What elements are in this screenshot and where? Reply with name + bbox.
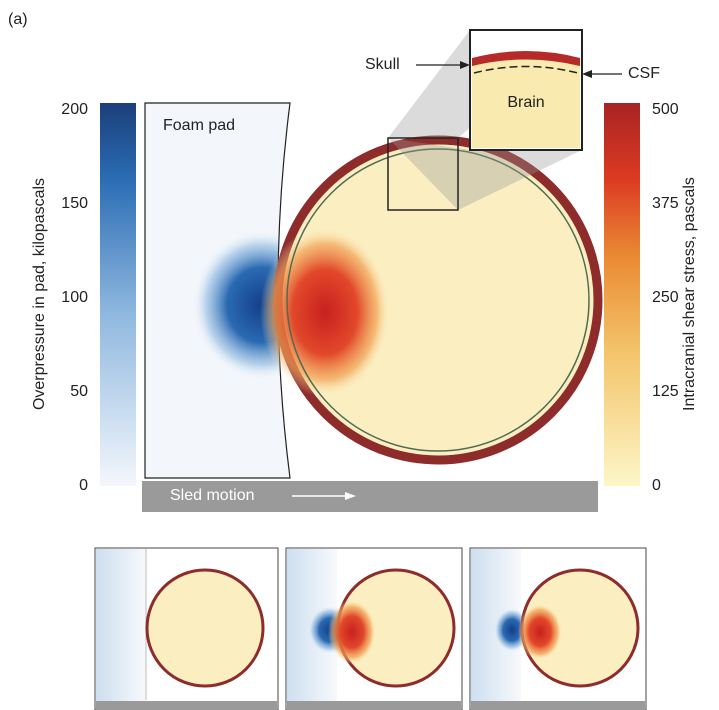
colorbar-tick-label: 100 [61, 289, 88, 306]
pad-fill [96, 549, 146, 701]
figure: (a) Overpressure in pad, kilopascals 0 50… [0, 0, 719, 710]
colorbar-tick-label: 375 [652, 195, 679, 212]
stress-colorbar [604, 103, 640, 486]
sled [471, 701, 645, 710]
colorbar-tick-label: 0 [652, 477, 661, 494]
time-panel [95, 548, 278, 710]
colorbar-tick-label: 150 [61, 195, 88, 212]
time-panel [470, 548, 646, 710]
sled [287, 701, 461, 710]
csf-label: CSF [628, 65, 660, 82]
time-panel [286, 548, 462, 710]
foam-pad-label: Foam pad [163, 117, 235, 134]
colorbar-tick-label: 200 [61, 101, 88, 118]
pressure-colorbar [100, 103, 136, 486]
stress-blob [518, 604, 562, 660]
colorbar-tick-label: 50 [70, 383, 88, 400]
sled-label: Sled motion [170, 487, 255, 504]
brain-label: Brain [507, 94, 544, 111]
csf-arrowhead [582, 70, 592, 78]
colorbar-tick-label: 125 [652, 383, 679, 400]
head [147, 570, 263, 686]
stress-blob [260, 227, 390, 397]
panel-label: (a) [8, 11, 28, 28]
stress-blob [328, 600, 376, 664]
colorbar-tick-label: 500 [652, 101, 679, 118]
sled [96, 701, 277, 710]
stress-axis-label: Intracranial shear stress, pascals [681, 177, 698, 411]
colorbar-tick-label: 0 [79, 477, 88, 494]
pressure-axis-label: Overpressure in pad, kilopascals [31, 178, 48, 410]
colorbar-tick-label: 250 [652, 289, 679, 306]
skull-label: Skull [365, 56, 400, 73]
